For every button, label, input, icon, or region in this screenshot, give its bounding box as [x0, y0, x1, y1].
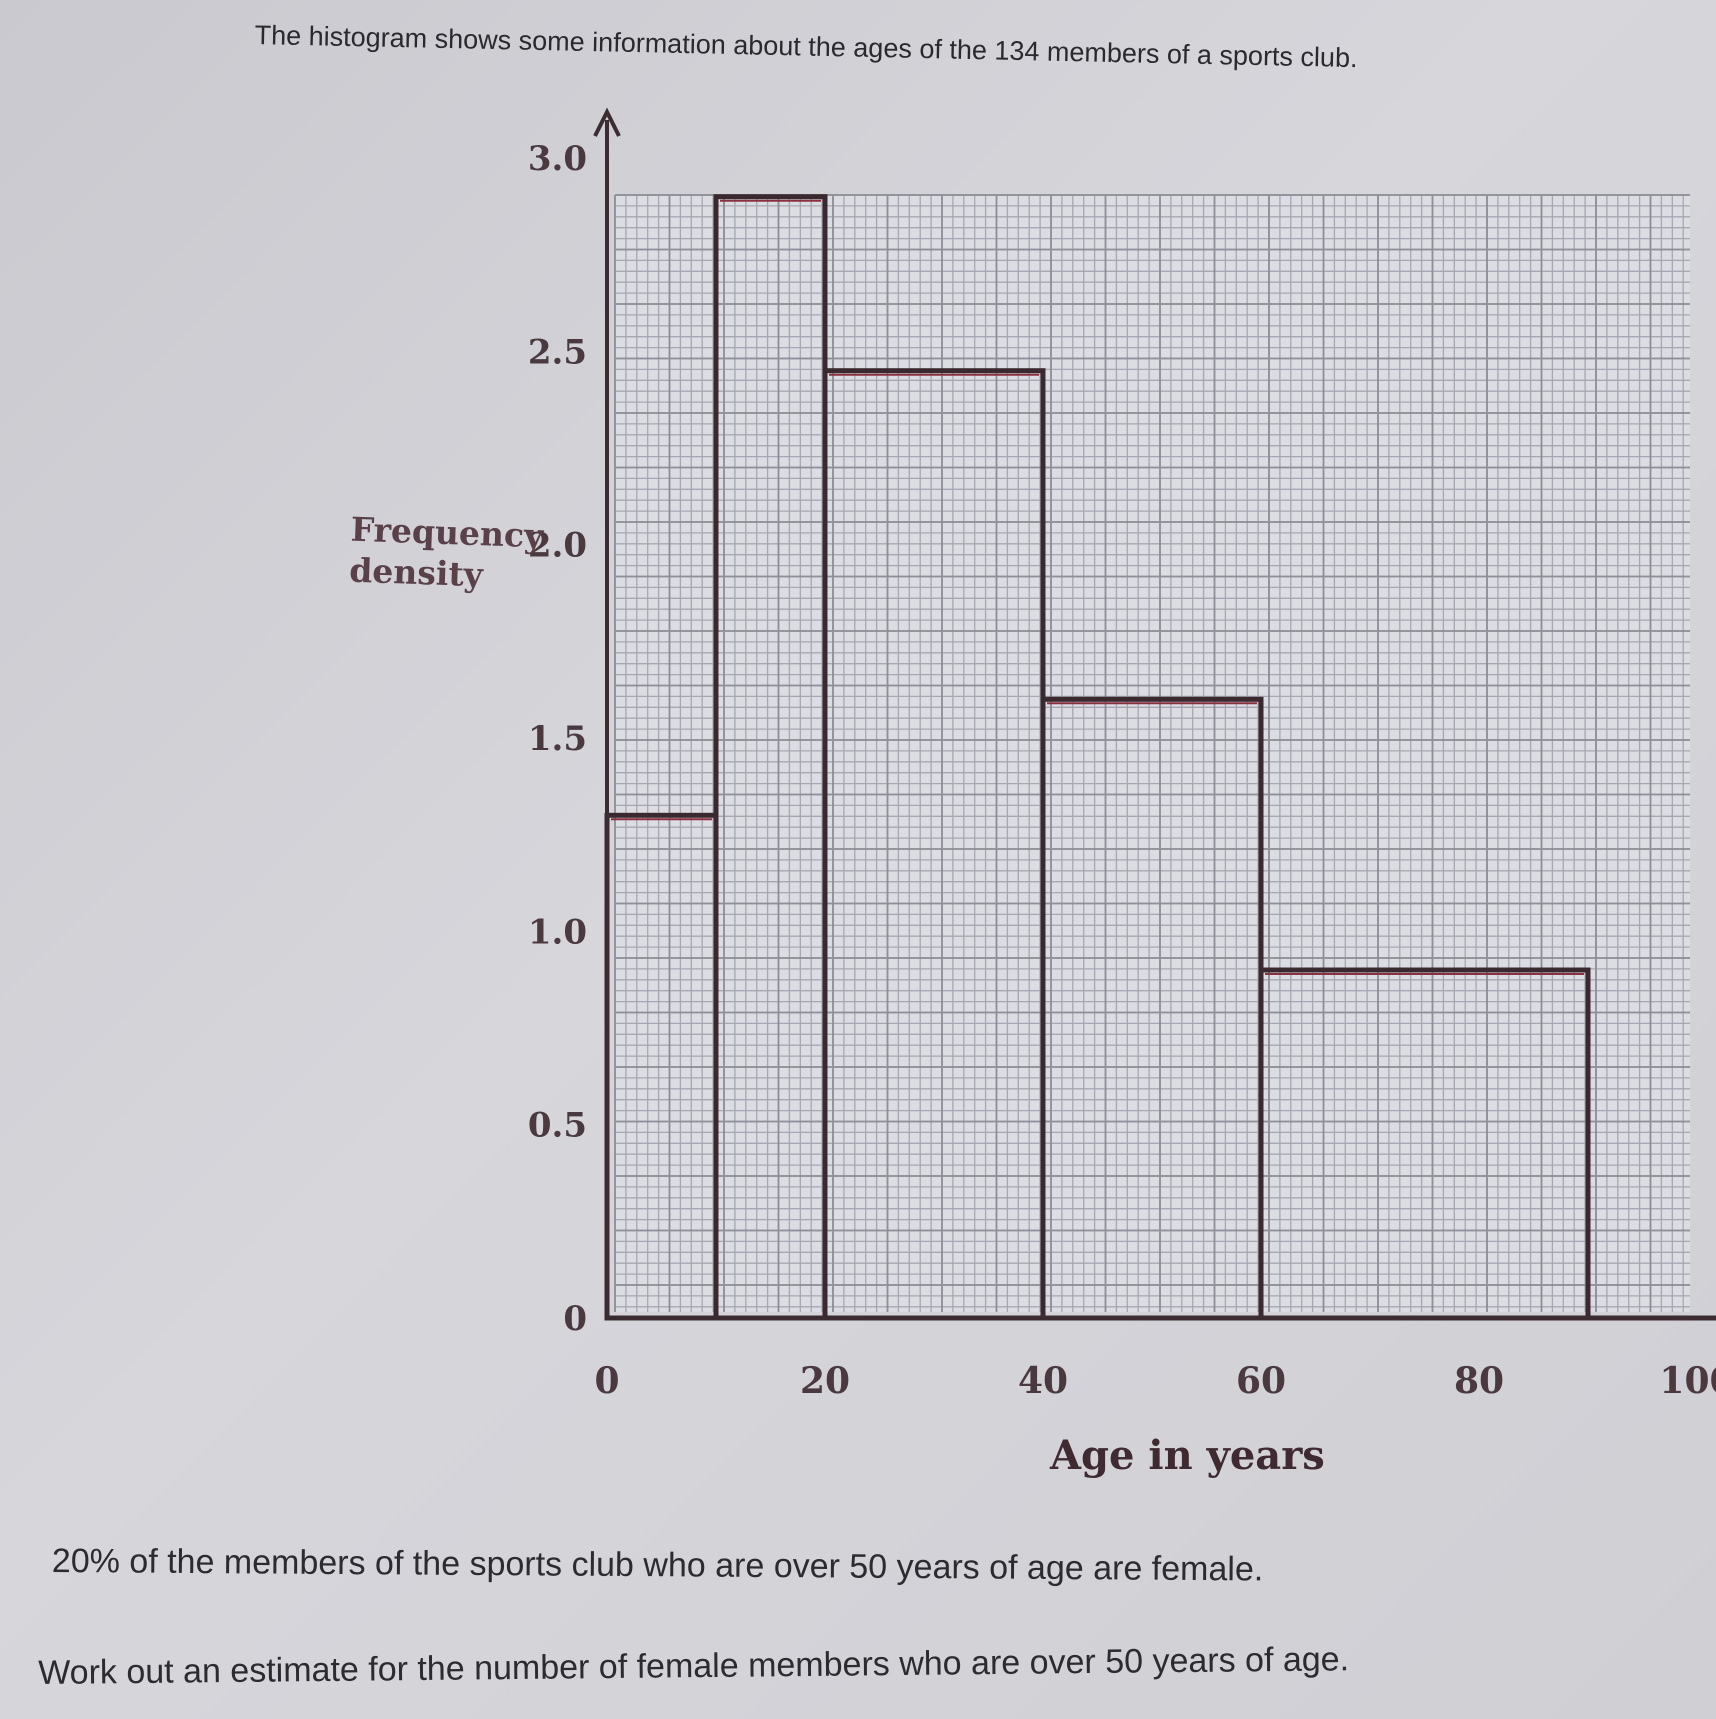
grid-paper	[615, 195, 1690, 1312]
x-tick-label: 0	[594, 1360, 619, 1402]
y-tick-label: 2.0	[528, 526, 587, 566]
chart-axes	[593, 107, 1716, 1321]
y-axis-arrow	[593, 107, 621, 137]
grid-major-lines	[614, 194, 1690, 1312]
y-tick-labels: 0 0.5 1.0 1.5 2.0 2.5 3.0	[528, 139, 587, 1339]
y-tick-label: 0.5	[528, 1106, 587, 1146]
y-tick-label: 1.5	[528, 719, 587, 759]
y-tick-label: 2.5	[528, 332, 587, 372]
x-tick-label: 20	[800, 1360, 850, 1402]
y-tick-label: 1.0	[528, 912, 587, 952]
y-axis-label-line2: density	[348, 550, 484, 595]
y-tick-label: 3.0	[528, 139, 587, 179]
y-axis-label: Frequency density	[349, 509, 544, 598]
chart-grid	[614, 194, 1690, 1312]
x-tick-label: 100	[1659, 1360, 1716, 1402]
y-axis-label-line1: Frequency	[350, 509, 544, 556]
y-tick-label: 0	[563, 1299, 587, 1339]
x-tick-labels: 0 20 40 60 80 100	[594, 1360, 1716, 1402]
x-axis-label: Age in years	[1050, 1432, 1325, 1479]
x-tick-label: 40	[1018, 1360, 1068, 1402]
x-tick-label: 80	[1454, 1360, 1504, 1402]
x-tick-label: 60	[1236, 1360, 1286, 1402]
